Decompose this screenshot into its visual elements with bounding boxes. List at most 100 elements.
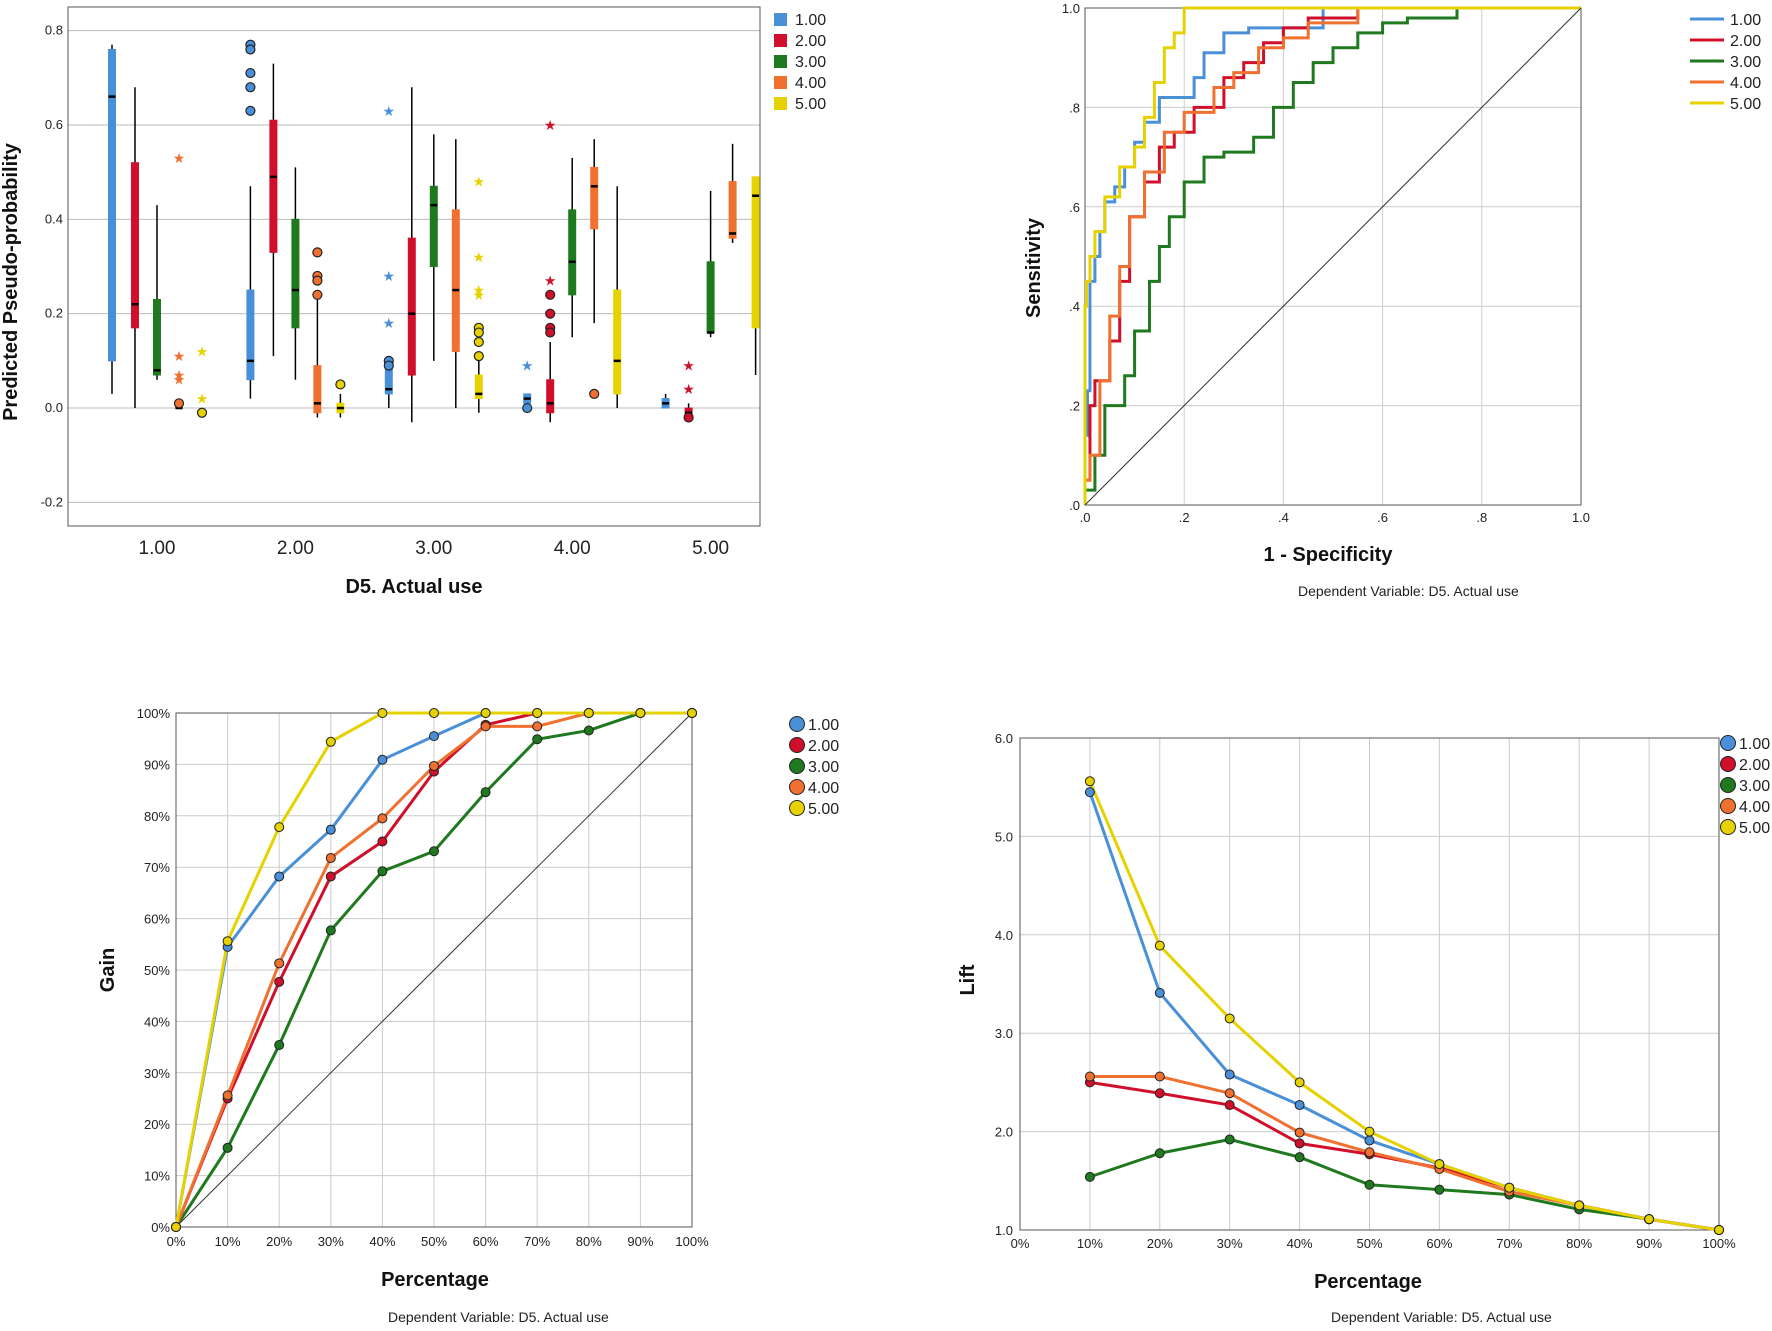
roc-series-1.00 bbox=[1083, 6, 1581, 505]
gain-point bbox=[377, 708, 388, 718]
box-5.00-5.00 bbox=[751, 176, 760, 376]
box-outlier bbox=[589, 388, 600, 399]
gain-point bbox=[325, 871, 336, 882]
box-outlier bbox=[545, 327, 556, 338]
gain-legend-label: 2.00 bbox=[808, 738, 839, 755]
box-body bbox=[291, 218, 300, 329]
lift-point bbox=[1154, 1071, 1165, 1082]
lift-legend-swatch bbox=[1720, 798, 1736, 814]
boxplot-legend-swatch bbox=[774, 55, 787, 68]
gain-y-tick-label: 90% bbox=[144, 757, 170, 772]
lift-point bbox=[1224, 1134, 1235, 1145]
lift-y-tick-label: 4.0 bbox=[995, 928, 1013, 943]
box-2.00-5.00 bbox=[335, 379, 346, 418]
boxplot-category-label: 4.00 bbox=[554, 538, 591, 559]
box-1.00-1.00 bbox=[108, 44, 116, 394]
gain-y-tick-label: 60% bbox=[144, 912, 170, 927]
roc-x-axis-label: 1 - Specificity bbox=[1264, 544, 1394, 566]
boxplot-legend-label: 4.00 bbox=[795, 75, 826, 92]
lift-legend-label: 5.00 bbox=[1739, 820, 1770, 837]
roc-panel: .0 .2 .4 .6 .8 1.0 .0 .2 .4 .6 .8 1.0 1 - Specific… bbox=[1023, 1, 1761, 599]
lift-point bbox=[1084, 1071, 1095, 1082]
box-body bbox=[706, 261, 715, 334]
box-4.00-1.00: ★ bbox=[521, 359, 533, 414]
lift-x-tick-label: 50% bbox=[1356, 1236, 1382, 1251]
gain-point bbox=[532, 708, 543, 718]
lift-point bbox=[1154, 987, 1165, 998]
lift-series-5.00 bbox=[1088, 780, 1720, 1232]
gain-point bbox=[222, 1090, 233, 1101]
gain-point bbox=[274, 976, 285, 987]
lift-x-tick-label: 90% bbox=[1636, 1236, 1662, 1251]
gain-x-tick-label: 60% bbox=[473, 1234, 499, 1249]
boxplot-legend-swatch bbox=[774, 13, 787, 26]
boxplot-y-tick-label: 0.8 bbox=[45, 23, 63, 38]
box-outlier bbox=[245, 44, 256, 55]
lift-point bbox=[1644, 1214, 1655, 1225]
box-extreme-star: ★ bbox=[544, 118, 557, 134]
boxplot-category-label: 3.00 bbox=[415, 538, 452, 559]
lift-x-tick-label: 60% bbox=[1426, 1236, 1452, 1251]
gain-legend-label: 5.00 bbox=[808, 801, 839, 818]
box-2.00-3.00 bbox=[291, 167, 300, 380]
gain-point bbox=[274, 871, 285, 882]
gain-point bbox=[480, 708, 491, 718]
box-extreme-star: ★ bbox=[196, 392, 209, 408]
boxplot-legend-label: 1.00 bbox=[795, 12, 826, 29]
boxplot-category-label: 2.00 bbox=[277, 538, 314, 559]
lift-point bbox=[1574, 1200, 1585, 1211]
gain-legend-label: 1.00 bbox=[808, 717, 839, 734]
box-2.00-1.00 bbox=[245, 39, 256, 399]
roc-y-tick-label: .2 bbox=[1069, 399, 1080, 414]
gain-point bbox=[377, 866, 388, 877]
lift-legend-swatch bbox=[1720, 819, 1736, 835]
gain-point bbox=[687, 708, 697, 718]
box-extreme-star: ★ bbox=[544, 274, 557, 290]
box-body bbox=[246, 289, 255, 381]
box-outlier bbox=[683, 412, 694, 423]
gain-point bbox=[222, 936, 233, 947]
gain-point bbox=[429, 846, 439, 857]
lift-y-axis-label: Lift bbox=[957, 964, 979, 995]
lift-point bbox=[1714, 1225, 1724, 1235]
lift-dependent-variable-note: Dependent Variable: D5. Actual use bbox=[1331, 1309, 1552, 1325]
gain-y-tick-label: 100% bbox=[137, 706, 171, 721]
lift-x-tick-label: 40% bbox=[1287, 1236, 1313, 1251]
lift-point bbox=[1364, 1179, 1375, 1190]
lift-point bbox=[1294, 1127, 1305, 1138]
gain-legend-swatch bbox=[789, 758, 805, 774]
roc-legend-label: 1.00 bbox=[1730, 12, 1761, 29]
box-body bbox=[751, 176, 760, 329]
box-outlier bbox=[312, 247, 323, 258]
gain-point bbox=[222, 1142, 233, 1153]
lift-point bbox=[1434, 1159, 1445, 1170]
gain-point bbox=[325, 824, 336, 835]
roc-y-tick-label: .6 bbox=[1069, 200, 1080, 215]
roc-legend-label: 2.00 bbox=[1730, 33, 1761, 50]
gain-point bbox=[377, 754, 388, 765]
lift-x-tick-label: 70% bbox=[1496, 1236, 1522, 1251]
gain-x-tick-label: 0% bbox=[167, 1234, 186, 1249]
box-outlier bbox=[522, 402, 533, 414]
box-extreme-star: ★ bbox=[682, 359, 695, 375]
box-outlier bbox=[312, 275, 323, 286]
roc-y-tick-label: .8 bbox=[1069, 100, 1080, 115]
lift-point bbox=[1084, 787, 1095, 798]
boxplot-frame bbox=[67, 6, 761, 527]
roc-legend-label: 5.00 bbox=[1730, 96, 1761, 113]
lift-series-1.00 bbox=[1088, 791, 1720, 1232]
gain-legend-label: 4.00 bbox=[808, 780, 839, 797]
gain-point bbox=[274, 958, 285, 969]
box-1.00-4.00: ★★★★ bbox=[173, 151, 185, 410]
box-5.00-3.00 bbox=[706, 191, 715, 338]
box-outlier bbox=[245, 82, 256, 93]
box-1.00-2.00 bbox=[131, 87, 139, 409]
gain-y-tick-label: 40% bbox=[144, 1014, 170, 1029]
box-5.00-1.00 bbox=[661, 393, 670, 409]
box-body bbox=[474, 374, 483, 400]
box-body bbox=[568, 209, 577, 296]
gain-point bbox=[429, 708, 439, 718]
boxplot-legend-swatch bbox=[774, 76, 787, 89]
box-extreme-star: ★ bbox=[383, 316, 396, 332]
lift-y-tick-label: 3.0 bbox=[995, 1026, 1013, 1041]
